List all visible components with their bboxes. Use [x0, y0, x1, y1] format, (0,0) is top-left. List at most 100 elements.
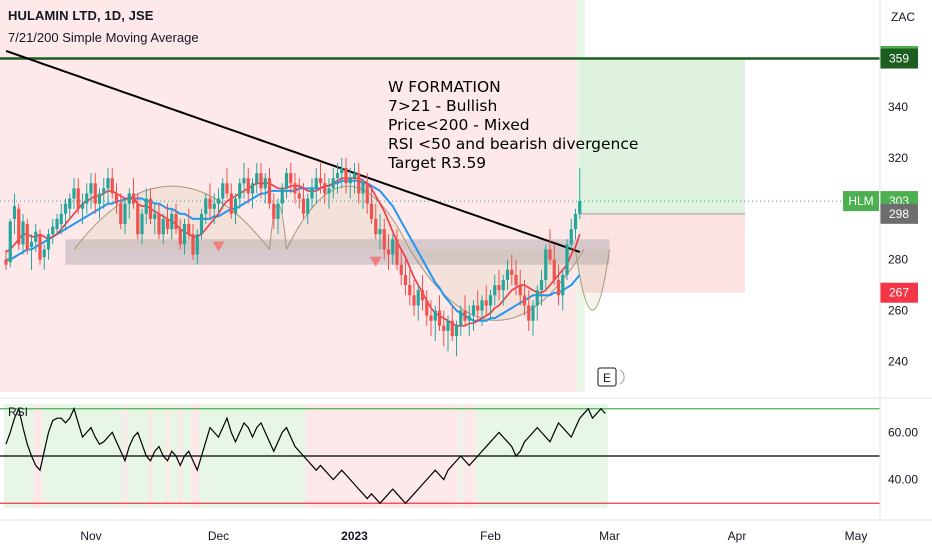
price-tick-label: 320 — [888, 151, 908, 165]
candle-body — [267, 178, 272, 204]
candle-body — [12, 206, 17, 219]
currency-label: ZAC — [891, 10, 915, 24]
candle-body — [391, 239, 395, 255]
candle-body — [144, 198, 148, 214]
candle-body — [259, 173, 263, 189]
candle-body — [471, 305, 476, 316]
candle-body — [467, 315, 471, 321]
candle-body — [276, 203, 280, 219]
candle-body — [233, 198, 238, 214]
time-tick-label: Mar — [599, 529, 620, 543]
symbol-tag: HLM — [848, 194, 873, 208]
candle-body — [539, 280, 544, 291]
sma21-line — [6, 179, 581, 322]
candle-body — [216, 198, 221, 204]
candle-body — [102, 188, 106, 194]
candle-body — [297, 193, 301, 199]
candle-body — [535, 290, 539, 306]
candle-body — [399, 264, 403, 275]
candle-body — [501, 280, 505, 291]
candle-body — [357, 173, 361, 194]
candle-body — [340, 168, 344, 174]
candle-body — [284, 173, 289, 189]
candle-body — [204, 198, 208, 214]
candle-body — [250, 183, 255, 194]
candle-body — [480, 300, 484, 311]
candle-body — [68, 198, 72, 209]
candle-body — [272, 203, 276, 219]
time-tick-label: Nov — [80, 529, 101, 543]
price-tick-label: 340 — [888, 100, 908, 114]
candle-body — [556, 280, 561, 296]
candle-body — [59, 213, 63, 224]
candle-body — [263, 178, 267, 189]
sell-marker — [212, 241, 225, 252]
pattern-annotation: W FORMATION 7>21 - Bullish Price<200 - M… — [388, 78, 638, 173]
candle-body — [335, 173, 340, 179]
indicator-name: 7/21/200 Simple Moving Average — [8, 30, 199, 45]
candle-body — [369, 203, 374, 219]
candle-body — [493, 285, 497, 296]
candle-body — [403, 274, 408, 286]
candle-body — [301, 198, 306, 214]
candle-body — [569, 229, 573, 245]
candle-body — [548, 249, 552, 260]
profit-zone — [579, 58, 745, 214]
candle-body — [238, 183, 242, 199]
candle-body — [246, 178, 250, 194]
candle-body — [195, 234, 199, 255]
candle-body — [106, 178, 110, 189]
events-marker-arc — [619, 369, 625, 385]
candle-body — [182, 224, 187, 245]
price-tick-label: 280 — [888, 253, 908, 267]
candle-body — [153, 213, 157, 219]
candle-body — [4, 259, 8, 265]
target-line-badge: 359 — [880, 48, 918, 69]
candle-body — [119, 203, 123, 224]
events-marker — [597, 367, 617, 387]
stop-badge: 267 — [880, 282, 918, 303]
candle-body — [395, 239, 399, 265]
candle-body — [42, 249, 46, 258]
time-tick-label: Dec — [208, 529, 229, 543]
rsi-tick-label: 40.00 — [888, 473, 918, 487]
entry-badge-bg — [880, 203, 918, 224]
candle-body — [140, 213, 144, 235]
candle-body — [8, 221, 12, 263]
candle-body — [221, 183, 225, 199]
candle-body — [463, 310, 467, 321]
candle-body — [229, 193, 233, 214]
candle-body — [578, 201, 582, 214]
candle-body — [157, 213, 161, 235]
candle-body — [123, 203, 127, 224]
candle-body — [165, 218, 170, 230]
target-line-badge-bg — [880, 48, 918, 69]
candle-body — [178, 229, 182, 245]
time-tick-label: Feb — [480, 529, 501, 543]
candle-body — [187, 224, 191, 235]
events-marker-label: E — [603, 371, 611, 385]
candle-body — [344, 168, 348, 184]
candle-body — [352, 173, 357, 179]
rsi-tick-label: 60.00 — [888, 425, 918, 439]
candle-body — [29, 241, 34, 247]
price-tick-label: 240 — [888, 354, 908, 368]
pattern-arc — [575, 249, 610, 311]
candle-body — [191, 234, 195, 255]
candle-body — [552, 259, 556, 280]
candle-body — [518, 285, 522, 296]
candle-body — [323, 183, 327, 194]
candle-body — [110, 178, 114, 194]
chart-title: HULAMIN LTD, 1D, JSE — [8, 8, 154, 23]
candle-body — [136, 203, 140, 235]
candle-body — [497, 285, 501, 291]
candle-body — [408, 285, 412, 296]
candle-body — [318, 178, 323, 184]
target-line-badge-text: 359 — [889, 52, 909, 66]
candle-body — [208, 198, 212, 209]
sell-marker — [369, 256, 382, 267]
candle-body — [531, 305, 535, 321]
candle-body — [505, 269, 510, 280]
annotation-line-2: 7>21 - Bullish — [388, 97, 498, 115]
